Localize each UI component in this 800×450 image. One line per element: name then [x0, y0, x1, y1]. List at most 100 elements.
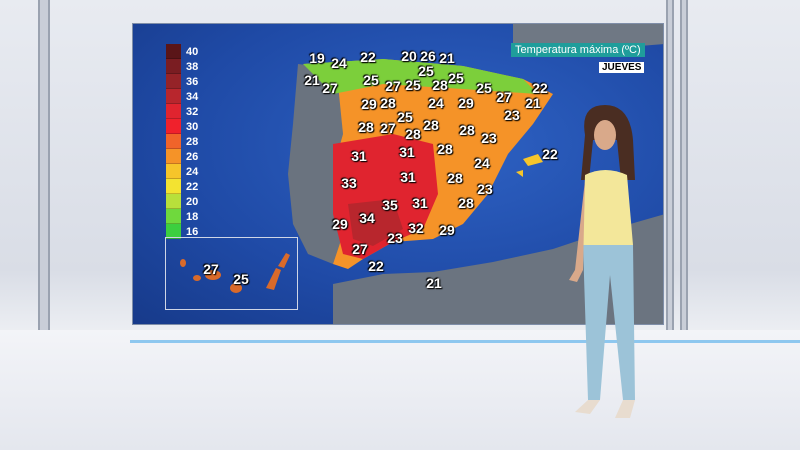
temperature-label: 29 — [458, 95, 474, 111]
very-hot-zone — [348, 199, 403, 246]
studio-pillar — [680, 0, 688, 410]
temperature-label: 31 — [399, 144, 415, 160]
temperature-label: 25 — [476, 80, 492, 96]
legend-row: 24 — [166, 164, 198, 179]
legend-swatch — [166, 134, 181, 149]
temperature-label: 31 — [351, 148, 367, 164]
legend-row: 36 — [166, 74, 198, 89]
legend-row: 30 — [166, 119, 198, 134]
legend-label: 32 — [186, 105, 199, 118]
legend-label: 28 — [186, 135, 199, 148]
legend-label: 18 — [186, 210, 199, 223]
temperature-label: 28 — [437, 141, 453, 157]
temperature-label: 22 — [532, 80, 548, 96]
temperature-label: 29 — [439, 222, 455, 238]
temperature-label: 21 — [439, 50, 455, 66]
temperature-label: 28 — [459, 122, 475, 138]
temperature-label: 19 — [309, 50, 325, 66]
floor-light-strip — [130, 340, 800, 343]
temperature-label: 26 — [420, 48, 436, 64]
temperature-label: 28 — [432, 77, 448, 93]
legend-swatch — [166, 44, 181, 59]
map-title: Temperatura máxima (ºC) — [511, 43, 645, 57]
legend-row: 38 — [166, 59, 198, 74]
legend-label: 36 — [186, 75, 199, 88]
legend-row: 22 — [166, 179, 198, 194]
temperature-legend: 40 38 36 34 32 30 28 26 24 22 20 18 16 — [166, 44, 198, 239]
temperature-label: 25 — [418, 63, 434, 79]
temperature-label: 27 — [203, 261, 219, 277]
temperature-label: 35 — [382, 197, 398, 213]
temperature-label: 21 — [525, 95, 541, 111]
temperature-label: 28 — [405, 126, 421, 142]
temperature-label: 23 — [481, 130, 497, 146]
temperature-label: 25 — [448, 70, 464, 86]
temperature-label: 28 — [458, 195, 474, 211]
legend-swatch — [166, 209, 181, 224]
map-geography — [288, 24, 663, 324]
legend-swatch — [166, 194, 181, 209]
legend-row: 20 — [166, 194, 198, 209]
weather-presenter — [569, 105, 635, 418]
temperature-label: 28 — [423, 117, 439, 133]
legend-row: 16 — [166, 224, 198, 239]
legend-label: 16 — [186, 225, 199, 238]
temperature-label: 21 — [426, 275, 442, 291]
temperature-label: 24 — [331, 55, 347, 71]
temperature-label: 33 — [341, 175, 357, 191]
temperature-label: 27 — [385, 78, 401, 94]
temperature-label: 27 — [322, 80, 338, 96]
studio-pillar — [666, 0, 674, 410]
legend-row: 26 — [166, 149, 198, 164]
legend-swatch — [166, 164, 181, 179]
temperature-label: 20 — [401, 48, 417, 64]
legend-row: 18 — [166, 209, 198, 224]
temperature-label: 28 — [380, 95, 396, 111]
legend-swatch — [166, 74, 181, 89]
temperature-label: 25 — [405, 77, 421, 93]
legend-swatch — [166, 179, 181, 194]
temperature-label: 25 — [397, 109, 413, 125]
legend-label: 34 — [186, 90, 199, 103]
temperature-label: 27 — [496, 89, 512, 105]
legend-label: 22 — [186, 180, 199, 193]
studio-floor — [0, 330, 800, 450]
legend-label: 20 — [186, 195, 199, 208]
legend-swatch — [166, 224, 181, 239]
legend-swatch — [166, 149, 181, 164]
north-cool-zone — [303, 59, 538, 94]
legend-label: 30 — [186, 120, 199, 133]
legend-label: 38 — [186, 60, 199, 73]
temperature-label: 34 — [359, 210, 375, 226]
balearic-islands — [516, 154, 543, 177]
temperature-label: 22 — [368, 258, 384, 274]
temperature-label: 27 — [380, 120, 396, 136]
legend-swatch — [166, 104, 181, 119]
legend-row: 28 — [166, 134, 198, 149]
canary-islands-inset — [165, 237, 298, 310]
legend-swatch — [166, 59, 181, 74]
temperature-label: 21 — [304, 72, 320, 88]
legend-swatch — [166, 89, 181, 104]
temperature-label: 22 — [542, 146, 558, 162]
temperature-label: 28 — [358, 119, 374, 135]
forecast-day-badge: JUEVES — [599, 62, 645, 73]
temperature-label: 23 — [477, 181, 493, 197]
temperature-label: 31 — [412, 195, 428, 211]
temperature-label: 32 — [408, 220, 424, 236]
legend-row: 32 — [166, 104, 198, 119]
canary-islands-geography — [180, 253, 290, 293]
temperature-label: 29 — [332, 216, 348, 232]
temperature-label: 31 — [400, 169, 416, 185]
legend-row: 34 — [166, 89, 198, 104]
temperature-label: 23 — [504, 107, 520, 123]
temperature-label: 25 — [363, 72, 379, 88]
temperature-label: 25 — [233, 271, 249, 287]
temperature-label: 29 — [361, 96, 377, 112]
temperature-label: 28 — [447, 170, 463, 186]
legend-label: 24 — [186, 165, 199, 178]
temperature-label: 23 — [387, 230, 403, 246]
studio-pillar — [38, 0, 50, 410]
temperature-label: 22 — [360, 49, 376, 65]
legend-swatch — [166, 119, 181, 134]
